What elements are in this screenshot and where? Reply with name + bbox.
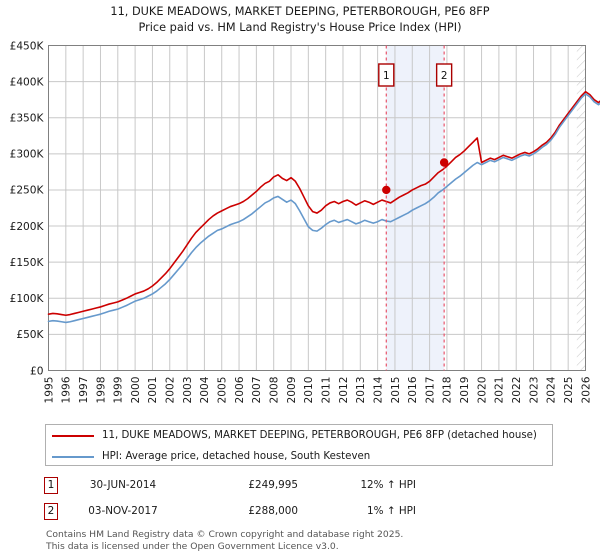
svg-text:2010: 2010 xyxy=(303,376,315,403)
svg-text:2000: 2000 xyxy=(130,376,142,403)
price-history-chart: £0 £50K £100K £150K £200K £250K £300K £350K £400… xyxy=(10,40,600,404)
svg-text:2006: 2006 xyxy=(234,376,246,403)
svg-text:2009: 2009 xyxy=(286,377,298,404)
legend-label-hpi: HPI: Average price, detached house, Sout… xyxy=(102,451,371,462)
svg-text:2024: 2024 xyxy=(546,376,558,403)
svg-text:£50K: £50K xyxy=(16,329,44,341)
transaction-hpi-delta: 1% ↑ HPI xyxy=(367,505,416,517)
svg-text:2018: 2018 xyxy=(442,376,454,403)
svg-text:2020: 2020 xyxy=(476,376,488,403)
title-line-2: Price paid vs. HM Land Registry's House … xyxy=(138,20,462,34)
svg-text:£100K: £100K xyxy=(10,293,45,305)
svg-text:1: 1 xyxy=(383,70,390,82)
svg-text:£300K: £300K xyxy=(10,149,45,161)
legend-swatch-property xyxy=(52,434,94,437)
svg-text:2021: 2021 xyxy=(494,377,506,404)
table-row: 1 30-JUN-2014 £249,995 12% ↑ HPI xyxy=(44,472,564,498)
footer-line-1: Contains HM Land Registry data © Crown c… xyxy=(46,529,404,540)
svg-text:1995: 1995 xyxy=(43,377,55,404)
table-row: 2 03-NOV-2017 £288,000 1% ↑ HPI xyxy=(44,498,564,524)
svg-text:2025: 2025 xyxy=(563,377,575,404)
transaction-date: 03-NOV-2017 xyxy=(88,505,158,517)
svg-text:2019: 2019 xyxy=(459,377,471,404)
svg-text:£450K: £450K xyxy=(10,40,45,52)
svg-text:1997: 1997 xyxy=(78,377,90,404)
svg-text:2003: 2003 xyxy=(182,377,194,404)
svg-text:£200K: £200K xyxy=(10,221,45,233)
chart-legend: 11, DUKE MEADOWS, MARKET DEEPING, PETERB… xyxy=(45,424,553,466)
legend-item-hpi: HPI: Average price, detached house, Sout… xyxy=(46,446,552,467)
legend-item-property: 11, DUKE MEADOWS, MARKET DEEPING, PETERB… xyxy=(46,425,552,446)
transaction-price: £288,000 xyxy=(248,505,298,517)
svg-text:2012: 2012 xyxy=(338,377,350,404)
svg-text:2011: 2011 xyxy=(320,377,332,404)
chart-plot-area: £0 £50K £100K £150K £200K £250K £300K £350K £400… xyxy=(10,40,600,404)
svg-text:2: 2 xyxy=(441,70,448,82)
svg-text:2014: 2014 xyxy=(372,376,384,403)
svg-text:2026: 2026 xyxy=(580,376,592,403)
svg-text:2007: 2007 xyxy=(251,377,263,404)
svg-text:2016: 2016 xyxy=(407,376,419,403)
svg-text:2004: 2004 xyxy=(199,376,211,403)
svg-text:£250K: £250K xyxy=(10,185,45,197)
svg-text:2002: 2002 xyxy=(165,377,177,404)
transaction-index-badge: 2 xyxy=(44,502,58,520)
svg-text:2022: 2022 xyxy=(511,377,523,404)
svg-text:£400K: £400K xyxy=(10,76,45,88)
svg-text:2008: 2008 xyxy=(268,376,280,403)
svg-text:2017: 2017 xyxy=(424,377,436,404)
transaction-index-badge: 1 xyxy=(44,476,58,494)
legend-label-property: 11, DUKE MEADOWS, MARKET DEEPING, PETERB… xyxy=(102,430,537,441)
page-title: 11, DUKE MEADOWS, MARKET DEEPING, PETERB… xyxy=(0,4,600,35)
svg-text:1999: 1999 xyxy=(113,377,125,404)
svg-text:£0: £0 xyxy=(30,365,44,377)
legend-swatch-hpi xyxy=(52,455,94,458)
svg-text:£150K: £150K xyxy=(10,257,45,269)
footer-line-2: This data is licensed under the Open Gov… xyxy=(46,540,339,552)
licence-footer: Contains HM Land Registry data © Crown c… xyxy=(46,529,586,552)
svg-text:2005: 2005 xyxy=(217,377,229,404)
transaction-table: 1 30-JUN-2014 £249,995 12% ↑ HPI 2 03-NO… xyxy=(44,472,564,524)
transaction-hpi-delta: 12% ↑ HPI xyxy=(360,479,416,491)
title-line-1: 11, DUKE MEADOWS, MARKET DEEPING, PETERB… xyxy=(110,5,490,18)
transaction-price: £249,995 xyxy=(248,479,298,491)
transaction-date: 30-JUN-2014 xyxy=(89,479,157,491)
svg-text:2013: 2013 xyxy=(355,377,367,404)
svg-text:£350K: £350K xyxy=(10,113,45,125)
svg-text:2023: 2023 xyxy=(528,377,540,404)
svg-text:1998: 1998 xyxy=(95,376,107,403)
svg-text:2001: 2001 xyxy=(147,377,159,404)
svg-text:2015: 2015 xyxy=(390,377,402,404)
svg-text:1996: 1996 xyxy=(61,376,73,403)
